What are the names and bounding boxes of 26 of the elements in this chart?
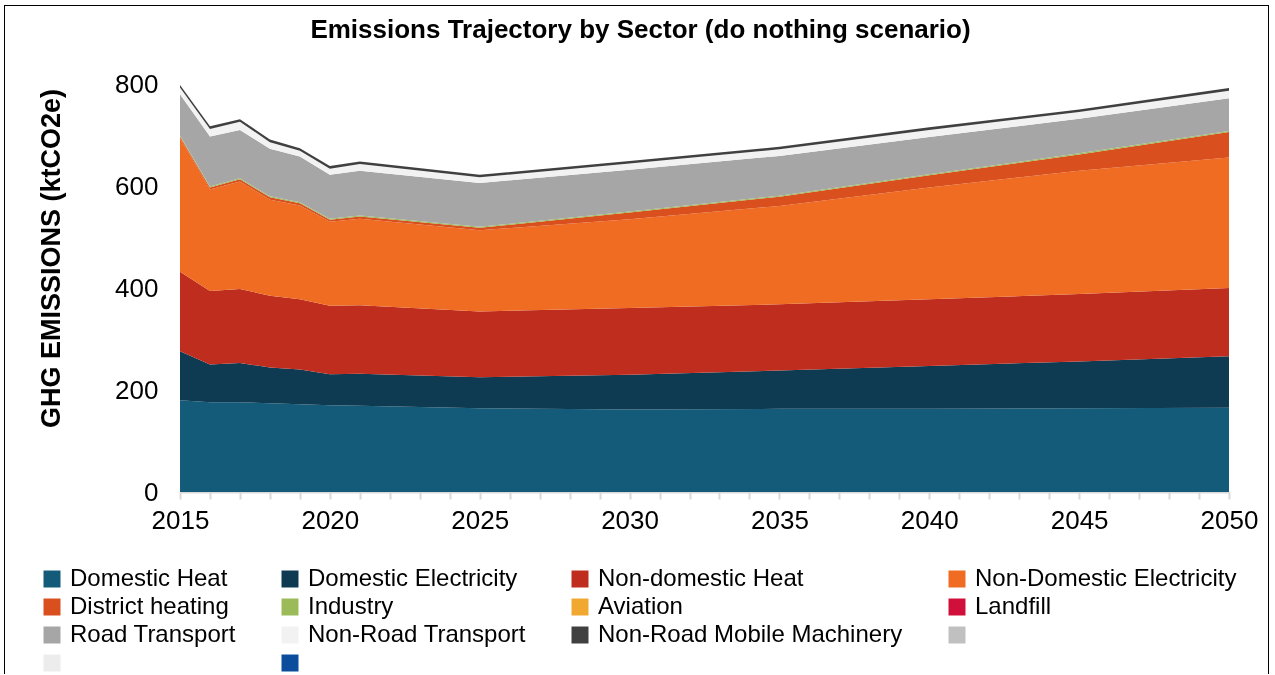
legend-label: Non-Road Mobile Machinery [598, 620, 903, 647]
legend-label: Non-domestic Heat [598, 564, 804, 591]
x-tick-label: 2035 [751, 504, 809, 535]
x-tick-label: 2020 [301, 504, 360, 535]
y-axis-title: GHG EMISSIONS (ktCO2e) [35, 88, 66, 429]
x-tick-label: 2050 [1200, 504, 1259, 535]
y-tick-label: 800 [115, 68, 159, 99]
legend-label: Domestic Electricity [308, 564, 518, 591]
y-tick-label: 0 [144, 476, 159, 507]
legend-label: Non-Domestic Electricity [975, 564, 1237, 591]
y-tick-label: 600 [115, 170, 159, 201]
x-tick-label: 2040 [900, 504, 959, 535]
legend-label: Industry [308, 592, 394, 619]
legend-label: Landfill [975, 592, 1052, 619]
legend-label: Aviation [598, 592, 683, 619]
legend-label: District heating [70, 592, 229, 619]
y-tick-label: 200 [115, 374, 159, 405]
x-tick-label: 2045 [1050, 504, 1109, 535]
x-tick-label: 2015 [151, 504, 210, 535]
legend-label: Non-Road Transport [308, 620, 526, 647]
x-tick-label: 2030 [601, 504, 659, 535]
chart-title: Emissions Trajectory by Sector (do nothing scenario) [310, 14, 971, 44]
x-tick-label: 2025 [451, 504, 510, 535]
y-tick-label: 400 [115, 272, 159, 303]
legend-label: Road Transport [70, 620, 236, 647]
legend-label: Domestic Heat [70, 564, 228, 591]
